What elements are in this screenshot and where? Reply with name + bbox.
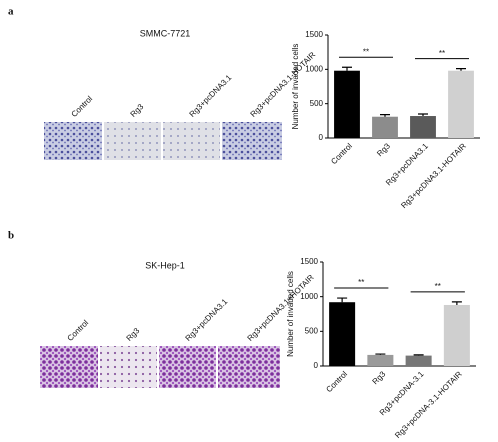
micrograph xyxy=(44,122,102,160)
panel-label: b xyxy=(8,230,14,242)
y-tick-label: 1000 xyxy=(305,64,323,73)
panel-label: a xyxy=(8,6,14,18)
error-bar xyxy=(380,114,390,117)
image-label: Control xyxy=(70,94,95,119)
images-b xyxy=(40,346,280,388)
y-tick-label: 1500 xyxy=(305,30,323,39)
significance-label: ** xyxy=(363,47,369,56)
image-label: Rg3+pcDNA3.1 xyxy=(188,73,234,119)
x-tick-label: Rg3+pcDNA3.1-HOTAIR xyxy=(399,141,468,210)
image-label: Rg3 xyxy=(125,326,142,343)
panel-title: SMMC-7721 xyxy=(140,28,191,38)
y-tick-label: 1000 xyxy=(300,292,318,301)
x-tick-label: Control xyxy=(324,369,349,394)
image-label: Rg3+pcDNA3.1 xyxy=(184,297,230,343)
image-label: Rg3+pcDNA3.1-HOTAIR xyxy=(249,50,318,119)
bar xyxy=(372,116,398,138)
bar xyxy=(405,355,432,366)
bar xyxy=(329,302,356,366)
micrograph xyxy=(104,122,161,160)
bar xyxy=(367,354,394,366)
micrograph xyxy=(40,346,98,388)
y-axis-label: Number of invaded cells xyxy=(286,271,295,357)
error-bar xyxy=(456,68,466,71)
x-tick-label: Control xyxy=(329,141,354,166)
y-axis-label: Number of invaded cells xyxy=(291,44,300,130)
bar xyxy=(334,70,360,138)
error-bar xyxy=(337,297,348,303)
significance-label: ** xyxy=(439,49,445,58)
micrograph xyxy=(163,122,220,160)
bar xyxy=(443,304,470,366)
micrograph xyxy=(218,346,280,388)
bar xyxy=(410,116,436,138)
error-bar xyxy=(418,113,428,117)
error-bar xyxy=(342,66,352,71)
x-tick-label: Rg3 xyxy=(375,141,392,158)
x-tick-label: Rg3+pcDNA-3.1-HOTAIR xyxy=(393,369,464,440)
y-tick-label: 500 xyxy=(310,99,324,108)
error-bar xyxy=(451,301,462,305)
image-label: Rg3 xyxy=(129,102,146,119)
significance-label: ** xyxy=(435,282,441,291)
panel-title: SK-Hep-1 xyxy=(145,260,185,270)
error-bar xyxy=(413,354,424,356)
y-tick-label: 500 xyxy=(305,326,319,335)
y-tick-label: 1500 xyxy=(300,257,318,266)
y-tick-label: 0 xyxy=(314,361,319,370)
micrograph xyxy=(159,346,216,388)
y-tick-label: 0 xyxy=(319,133,324,142)
significance-label: ** xyxy=(358,278,364,287)
error-bar xyxy=(375,353,386,355)
micrograph xyxy=(222,122,282,160)
image-label: Control xyxy=(66,318,91,343)
bar xyxy=(448,70,474,138)
images-a xyxy=(44,122,282,160)
x-tick-label: Rg3 xyxy=(371,369,388,386)
micrograph xyxy=(100,346,157,388)
